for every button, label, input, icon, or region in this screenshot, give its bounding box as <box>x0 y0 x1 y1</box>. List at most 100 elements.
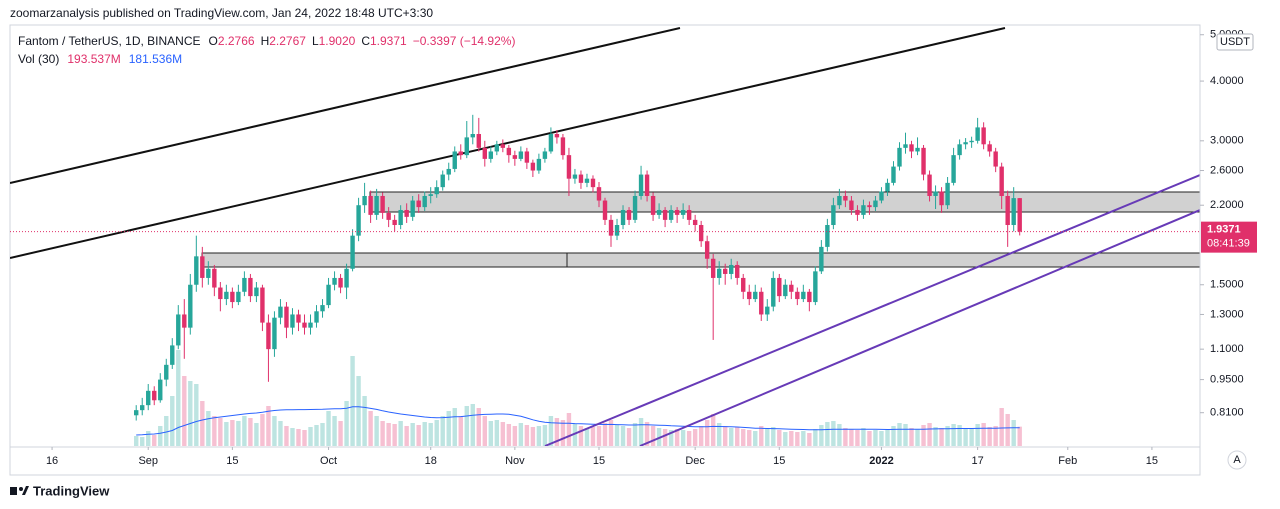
volume-bar <box>590 427 596 446</box>
candle-body <box>554 134 560 138</box>
candle-body <box>398 209 403 226</box>
volume-bar <box>753 431 758 446</box>
volume-bar <box>1017 426 1022 446</box>
candle-body <box>939 191 944 206</box>
candle-body <box>368 195 373 215</box>
volume-bar <box>650 426 656 446</box>
candle-body <box>296 314 301 323</box>
candle-body <box>146 390 151 406</box>
countdown: 08:41:39 <box>1207 238 1250 250</box>
candle-body <box>308 322 313 328</box>
volume-bar <box>230 420 235 446</box>
candle-body <box>590 178 596 188</box>
candle-body <box>158 379 163 401</box>
candle-body <box>801 291 806 300</box>
volume-bar <box>164 416 169 446</box>
volume-bar <box>674 429 680 446</box>
auto-scale-button[interactable] <box>1227 450 1247 470</box>
volume-bar <box>765 429 770 446</box>
y-tick-label: 0.8100 <box>1210 407 1244 419</box>
candle-body <box>266 322 271 350</box>
volume-bar <box>710 414 716 446</box>
volume-ma-line <box>136 406 1020 436</box>
candle-body <box>981 127 986 145</box>
currency-box[interactable] <box>1216 33 1254 51</box>
volume-bar <box>1011 420 1016 446</box>
volume-bar <box>386 423 391 446</box>
volume-bar <box>698 426 704 446</box>
candle-body <box>134 410 139 416</box>
volume-bar <box>410 423 415 446</box>
volume-bar <box>735 427 740 446</box>
volume-bar <box>939 428 944 446</box>
candle-body <box>584 178 590 183</box>
volume-bar <box>158 426 163 446</box>
volume-bar <box>915 429 920 446</box>
volume-bar <box>332 416 337 446</box>
currency[interactable]: USDT <box>1220 36 1250 48</box>
y-tick-label: 2.2000 <box>1210 199 1244 211</box>
volume-bar <box>380 421 385 446</box>
volume-bar <box>170 396 175 446</box>
volume-bar <box>218 418 223 446</box>
candle-body <box>170 345 175 365</box>
volume-bar <box>416 425 421 446</box>
volume-bar <box>777 430 782 446</box>
candle-body <box>248 277 253 297</box>
candle-body <box>200 256 205 278</box>
candle-body <box>765 306 770 315</box>
candle-body <box>428 194 433 196</box>
candle-body <box>236 291 241 303</box>
volume-bar <box>819 425 824 446</box>
candle-body <box>735 264 740 278</box>
change: −0.3397 (−14.92%) <box>413 34 516 48</box>
candle-body <box>987 144 992 152</box>
volume-bar <box>771 427 776 446</box>
candle-body <box>524 151 530 163</box>
volume-bar <box>554 418 560 446</box>
volume-bar <box>434 420 439 446</box>
candle-body <box>470 134 475 138</box>
x-tick-label: Dec <box>685 455 705 467</box>
volume-bar <box>422 422 427 446</box>
volume-bar <box>194 384 199 446</box>
candle-body <box>975 127 980 141</box>
candle-body <box>284 306 289 328</box>
candle-body <box>716 268 722 278</box>
candle-body <box>963 142 968 145</box>
y-tick-label: 1.1000 <box>1210 343 1244 355</box>
volume-bar <box>999 408 1004 446</box>
volume-bar <box>608 420 614 446</box>
volume-bar <box>488 421 494 446</box>
candle-body <box>566 155 572 179</box>
candle-body <box>650 195 656 215</box>
volume-bar <box>572 424 578 446</box>
candle-body <box>915 147 920 152</box>
volume-pane <box>134 350 1022 446</box>
y-tick-label: 1.3000 <box>1210 308 1244 320</box>
volume-bar <box>903 424 908 446</box>
volume-bar <box>843 428 848 446</box>
volume-bar <box>524 425 530 446</box>
candle-body <box>548 134 554 152</box>
volume-bar <box>873 430 878 446</box>
volume-bar <box>464 406 469 446</box>
volume-bar <box>224 422 229 446</box>
volume-bar <box>176 350 181 446</box>
candle-body <box>608 219 614 236</box>
candle-body <box>909 144 914 152</box>
auto-scale-label[interactable]: A <box>1233 454 1241 466</box>
candle-body <box>692 219 698 226</box>
volume-bar <box>963 428 968 446</box>
volume-bar <box>801 431 806 446</box>
candle-body <box>873 200 878 208</box>
volume-bar <box>272 416 277 446</box>
candle-body <box>212 268 217 288</box>
candle-body <box>290 314 295 328</box>
volume-bar <box>861 428 866 446</box>
candle-body <box>326 284 331 306</box>
candle-body <box>867 205 872 208</box>
candle-body <box>272 317 277 350</box>
candle-body <box>674 209 680 215</box>
